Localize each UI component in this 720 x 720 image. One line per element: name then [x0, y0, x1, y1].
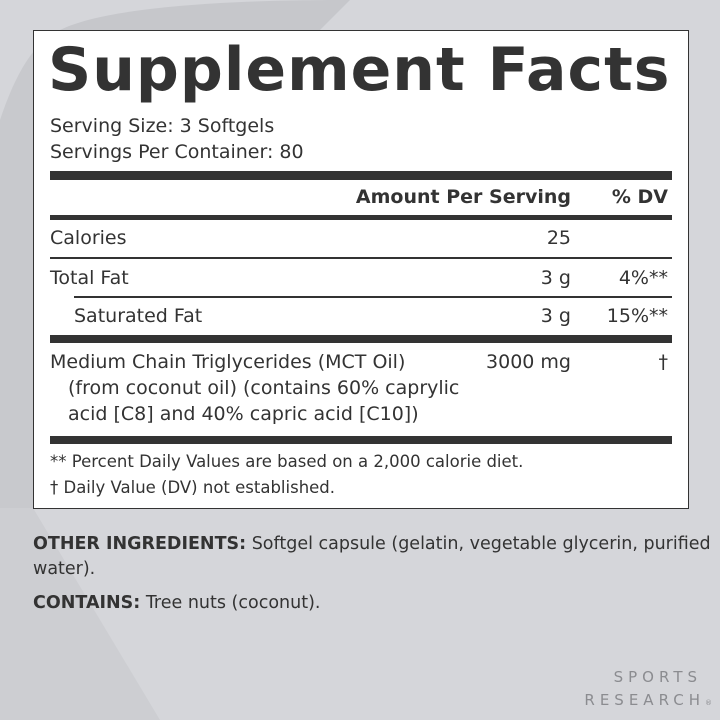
row-name: Saturated Fat: [74, 305, 203, 327]
row-amount: 3 g: [540, 305, 571, 327]
row-amount: 3 g: [540, 267, 571, 289]
row-subtext: acid [C8] and 40% capric acid [C10]): [68, 403, 419, 425]
other-ingredients-label: OTHER INGREDIENTS:: [33, 534, 247, 554]
row-name: Calories: [50, 227, 127, 249]
brand-logo-line1: SPORTS: [613, 668, 702, 686]
divider: [50, 257, 672, 259]
divider: [50, 335, 672, 343]
row-name: Total Fat: [50, 267, 129, 289]
contains-label: CONTAINS:: [33, 593, 141, 613]
contains-text: Tree nuts (coconut).: [140, 593, 321, 613]
supplement-facts-panel: Supplement Facts Serving Size: 3 Softgel…: [33, 30, 689, 509]
divider: [50, 436, 672, 444]
panel-title: Supplement Facts: [48, 35, 671, 105]
footnote: ** Percent Daily Values are based on a 2…: [50, 452, 524, 471]
row-amount: 25: [546, 227, 571, 249]
row-name: Medium Chain Triglycerides (MCT Oil): [50, 351, 406, 373]
footnote: † Daily Value (DV) not established.: [50, 478, 336, 497]
row-subtext: (from coconut oil) (contains 60% capryli…: [68, 377, 460, 399]
serving-size: Serving Size: 3 Softgels: [50, 115, 275, 137]
row-amount: 3000 mg: [486, 351, 571, 373]
brand-name: RESEARCH: [584, 691, 705, 709]
servings-per-container: Servings Per Container: 80: [50, 141, 304, 163]
contains: CONTAINS: Tree nuts (coconut).: [33, 591, 713, 616]
brand-logo-line2: RESEARCH®: [584, 691, 712, 709]
row-dv: 15%**: [606, 305, 668, 327]
other-ingredients-text: Softgel capsule (gelatin, vegetable glyc…: [33, 534, 711, 579]
row-dv: †: [658, 351, 669, 373]
divider: [50, 215, 672, 220]
other-ingredients: OTHER INGREDIENTS: Softgel capsule (gela…: [33, 532, 713, 582]
divider: [50, 171, 672, 180]
row-dv: 4%**: [618, 267, 668, 289]
amount-header: Amount Per Serving: [355, 186, 571, 208]
registered-mark: ®: [705, 699, 712, 707]
dv-header: % DV: [611, 186, 668, 208]
divider: [74, 296, 672, 298]
